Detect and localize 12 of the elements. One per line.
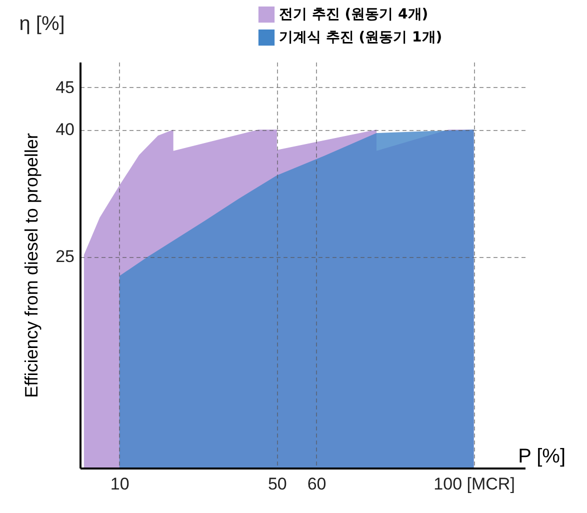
y-tick-label: 45: [56, 78, 74, 97]
x-tick-label: 50: [268, 474, 287, 494]
legend-label: 기계식 추진 (원동기 1개): [279, 30, 442, 46]
x-tick-label: 60: [307, 474, 326, 494]
x-tick-label: 100 [MCR]: [434, 474, 515, 494]
legend-label: 전기 추진 (원동기 4개): [279, 6, 428, 22]
x-tick-label: 10: [110, 474, 130, 494]
y-tick-label: 40: [56, 120, 74, 140]
text: η [%]: [19, 13, 65, 35]
x-axis-title: P [%]: [518, 446, 566, 468]
y-tick-label: 25: [56, 247, 74, 266]
y-axis-title: Efficiency from diesel to propeller: [22, 133, 42, 398]
